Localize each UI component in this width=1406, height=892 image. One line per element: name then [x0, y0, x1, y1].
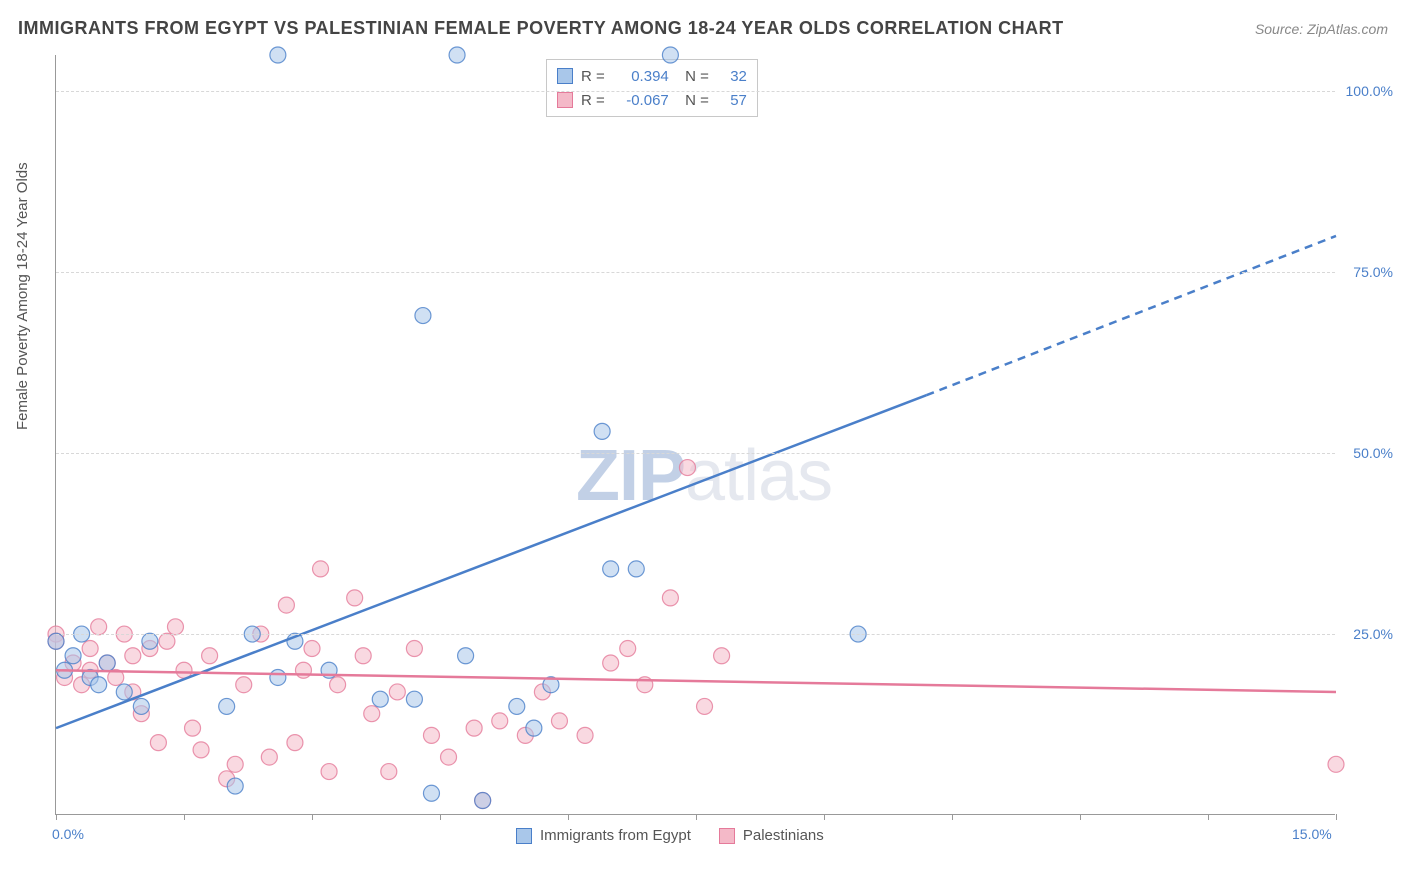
data-point: [167, 619, 183, 635]
data-point: [492, 713, 508, 729]
data-point: [236, 677, 252, 693]
data-point: [603, 561, 619, 577]
x-tick: [1208, 814, 1209, 820]
grid-line: [56, 453, 1335, 454]
data-point: [91, 619, 107, 635]
data-point: [1328, 756, 1344, 772]
data-point: [449, 47, 465, 63]
x-tick: [56, 814, 57, 820]
data-point: [364, 706, 380, 722]
data-point: [133, 698, 149, 714]
data-point: [82, 641, 98, 657]
data-point: [406, 641, 422, 657]
data-point: [202, 648, 218, 664]
data-point: [150, 735, 166, 751]
grid-line: [56, 91, 1335, 92]
data-point: [116, 684, 132, 700]
data-point: [142, 633, 158, 649]
title-bar: IMMIGRANTS FROM EGYPT VS PALESTINIAN FEM…: [18, 18, 1388, 39]
data-point: [313, 561, 329, 577]
data-point: [227, 756, 243, 772]
y-tick-label: 75.0%: [1353, 264, 1393, 280]
data-point: [159, 633, 175, 649]
data-point: [347, 590, 363, 606]
grid-line: [56, 272, 1335, 273]
data-point: [662, 47, 678, 63]
data-point: [662, 590, 678, 606]
data-point: [270, 669, 286, 685]
x-tick: [184, 814, 185, 820]
chart-title: IMMIGRANTS FROM EGYPT VS PALESTINIAN FEM…: [18, 18, 1064, 39]
x-tick: [312, 814, 313, 820]
data-point: [423, 785, 439, 801]
data-point: [594, 423, 610, 439]
data-point: [458, 648, 474, 664]
data-point: [620, 641, 636, 657]
data-point: [551, 713, 567, 729]
data-point: [441, 749, 457, 765]
data-point: [227, 778, 243, 794]
data-point: [714, 648, 730, 664]
series-legend: Immigrants from Egypt Palestinians: [516, 827, 824, 844]
data-point: [91, 677, 107, 693]
x-tick: [568, 814, 569, 820]
x-tick-label: 15.0%: [1292, 826, 1332, 842]
trend-line-dashed: [926, 236, 1336, 395]
data-point: [697, 698, 713, 714]
x-tick: [440, 814, 441, 820]
data-point: [603, 655, 619, 671]
x-tick: [1336, 814, 1337, 820]
legend-item-palestinian: Palestinians: [719, 827, 824, 844]
data-point: [628, 561, 644, 577]
data-point: [48, 633, 64, 649]
data-point: [423, 727, 439, 743]
data-point: [330, 677, 346, 693]
data-point: [475, 793, 491, 809]
data-point: [125, 648, 141, 664]
y-tick-label: 100.0%: [1346, 83, 1393, 99]
plot-svg: [56, 55, 1335, 814]
data-point: [304, 641, 320, 657]
x-tick: [824, 814, 825, 820]
data-point: [355, 648, 371, 664]
x-tick: [1080, 814, 1081, 820]
data-point: [321, 764, 337, 780]
data-point: [65, 648, 81, 664]
grid-line: [56, 634, 1335, 635]
data-point: [278, 597, 294, 613]
source-credit: Source: ZipAtlas.com: [1255, 21, 1388, 37]
legend-item-egypt: Immigrants from Egypt: [516, 827, 691, 844]
x-tick-label: 0.0%: [52, 826, 84, 842]
swatch-palestinian-icon: [719, 828, 735, 844]
data-point: [287, 735, 303, 751]
legend-label-palestinian: Palestinians: [743, 827, 824, 844]
data-point: [526, 720, 542, 736]
data-point: [372, 691, 388, 707]
data-point: [99, 655, 115, 671]
data-point: [381, 764, 397, 780]
data-point: [577, 727, 593, 743]
y-tick-label: 50.0%: [1353, 445, 1393, 461]
y-axis-label: Female Poverty Among 18-24 Year Olds: [14, 162, 31, 430]
data-point: [219, 698, 235, 714]
x-tick: [696, 814, 697, 820]
swatch-egypt-icon: [516, 828, 532, 844]
x-tick: [952, 814, 953, 820]
plot-area: ZIPatlas R = 0.394 N = 32 R = -0.067 N =…: [55, 55, 1335, 815]
data-point: [295, 662, 311, 678]
data-point: [509, 698, 525, 714]
data-point: [389, 684, 405, 700]
data-point: [261, 749, 277, 765]
data-point: [466, 720, 482, 736]
data-point: [185, 720, 201, 736]
y-tick-label: 25.0%: [1353, 626, 1393, 642]
data-point: [415, 308, 431, 324]
data-point: [406, 691, 422, 707]
data-point: [679, 460, 695, 476]
data-point: [193, 742, 209, 758]
legend-label-egypt: Immigrants from Egypt: [540, 827, 691, 844]
data-point: [270, 47, 286, 63]
